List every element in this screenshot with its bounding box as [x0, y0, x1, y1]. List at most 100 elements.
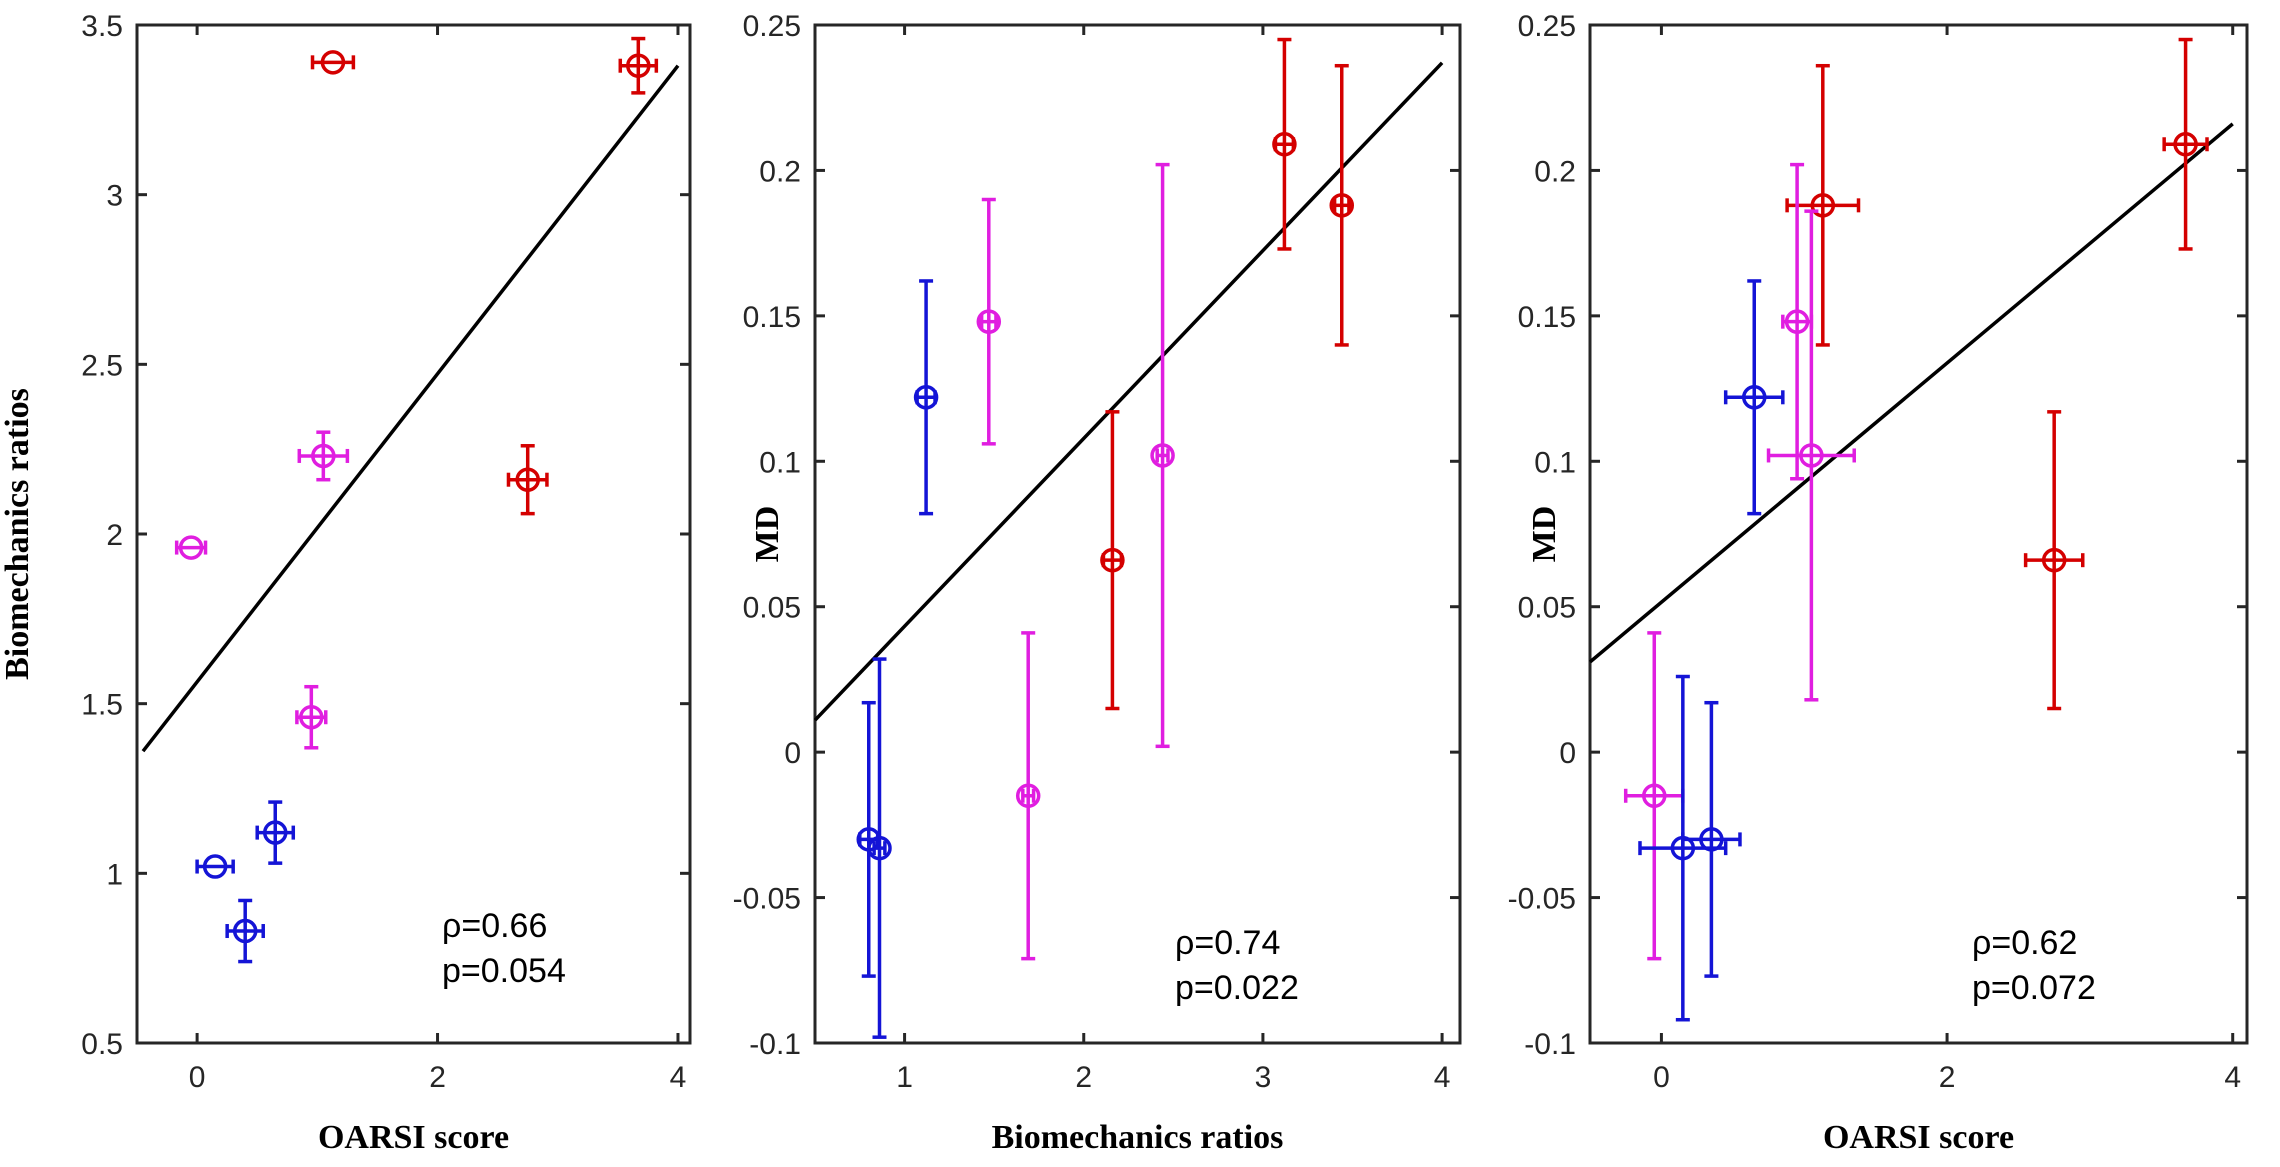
rho-annotation: ρ=0.66 [442, 907, 547, 945]
x-tick-label: 4 [1434, 1061, 1451, 1094]
point-marker [913, 385, 939, 410]
data-point [1329, 63, 1354, 347]
point-marker [1015, 783, 1041, 809]
y-tick-label: -0.1 [1524, 1028, 1576, 1061]
y-axis-label: Biomechanics ratios [0, 388, 36, 680]
y-tick-label: -0.05 [1508, 883, 1576, 916]
p-value-annotation: p=0.054 [442, 952, 566, 990]
y-tick-label: 0 [784, 737, 801, 770]
data-point [506, 444, 549, 516]
data-point [295, 684, 328, 750]
data-point [1681, 700, 1742, 978]
point-marker [1642, 783, 1667, 809]
data-point [195, 854, 235, 879]
x-tick-label: 4 [2224, 1061, 2241, 1094]
x-axis-label: OARSI score [318, 1119, 509, 1156]
x-tick-label: 3 [1255, 1061, 1272, 1094]
y-axis-label: MD [749, 506, 786, 563]
y-tick-label: -0.05 [733, 883, 801, 916]
data-point [310, 50, 356, 75]
y-tick-label: 2 [106, 519, 123, 552]
data-point [1766, 209, 1856, 702]
point-marker [311, 443, 336, 469]
point-marker [867, 835, 892, 861]
data-point [976, 197, 1002, 446]
data-point [2023, 410, 2085, 711]
data-point [618, 36, 659, 95]
data-point [1623, 631, 1685, 961]
rho-annotation: ρ=0.74 [1175, 924, 1280, 962]
x-axis-label: OARSI score [1823, 1119, 2014, 1156]
y-tick-label: 0.2 [1534, 155, 1576, 188]
y-tick-label: 0.5 [81, 1028, 123, 1061]
data-point [913, 279, 939, 516]
p-value-annotation: p=0.072 [1972, 969, 2096, 1007]
x-tick-label: 2 [1075, 1061, 1092, 1094]
point-marker [1810, 193, 1836, 218]
point-marker [232, 918, 258, 944]
fit-line [813, 61, 1444, 722]
point-marker [976, 309, 1002, 334]
point-marker [626, 53, 651, 78]
data-point [225, 898, 265, 964]
y-tick-label: 3.5 [81, 10, 123, 43]
data-point [1015, 631, 1041, 961]
point-marker [1272, 132, 1297, 157]
data-point [2162, 37, 2209, 251]
point-marker [1100, 547, 1125, 573]
rho-annotation: ρ=0.62 [1972, 924, 2077, 962]
point-marker [299, 704, 324, 730]
point-marker [320, 50, 346, 75]
p-value-annotation: p=0.022 [1175, 969, 1299, 1007]
point-marker [1799, 443, 1824, 468]
fit-line [1588, 122, 2234, 664]
point-marker [2041, 547, 2067, 573]
y-axis-label: MD [1526, 506, 1563, 563]
axes-box [813, 23, 1462, 1045]
point-marker [2173, 132, 2198, 157]
y-tick-label: 3 [106, 180, 123, 213]
point-marker [1784, 309, 1810, 334]
y-tick-label: 0 [1559, 737, 1576, 770]
x-tick-label: 0 [189, 1061, 206, 1094]
y-tick-label: 0.1 [759, 446, 801, 479]
data-point [1272, 37, 1297, 251]
x-tick-label: 1 [896, 1061, 913, 1094]
point-marker [178, 535, 204, 560]
y-tick-label: 1.5 [81, 689, 123, 722]
x-tick-label: 4 [670, 1061, 687, 1094]
point-marker [1699, 827, 1724, 852]
data-point [174, 535, 208, 560]
fit-line [141, 64, 680, 753]
chart-panel-1: 0 2 4 0.5 1 1.5 2 2.5 3 3.5 OARSI score Biomechanic… [0, 10, 692, 1156]
x-tick-label: 0 [1653, 1061, 1670, 1094]
y-tick-label: 0.05 [743, 592, 801, 625]
y-tick-label: 0.05 [1518, 592, 1576, 625]
chart-panel-2: 1 2 3 4 -0.1 -0.05 0 0.05 0.1 0.15 0.2 0.25 Biomecha… [733, 10, 1462, 1156]
point-marker [202, 854, 228, 879]
y-tick-label: 0.25 [1518, 10, 1576, 43]
point-marker [1329, 193, 1354, 218]
y-tick-label: 1 [106, 858, 123, 891]
x-axis-label: Biomechanics ratios [992, 1119, 1284, 1156]
y-tick-label: -0.1 [749, 1028, 801, 1061]
point-marker [515, 467, 540, 492]
data-point [255, 800, 296, 865]
data-point [1785, 63, 1861, 347]
y-tick-label: 2.5 [81, 349, 123, 382]
y-tick-label: 0.15 [1518, 301, 1576, 334]
y-tick-label: 0.15 [743, 301, 801, 334]
y-tick-label: 0.2 [759, 155, 801, 188]
point-marker [1150, 443, 1175, 468]
chart-panel-3: 0 2 4 -0.1 -0.05 0 0.05 0.1 0.15 0.2 0.25 OARSI sco… [1508, 10, 2249, 1156]
data-point [297, 430, 350, 482]
x-tick-label: 2 [1939, 1061, 1956, 1094]
data-point [1723, 279, 1785, 516]
x-tick-label: 2 [429, 1061, 446, 1094]
data-point [867, 657, 892, 1039]
point-marker [1742, 385, 1767, 410]
data-point [1150, 162, 1175, 749]
data-point [1100, 410, 1125, 711]
y-tick-label: 0.25 [743, 10, 801, 43]
